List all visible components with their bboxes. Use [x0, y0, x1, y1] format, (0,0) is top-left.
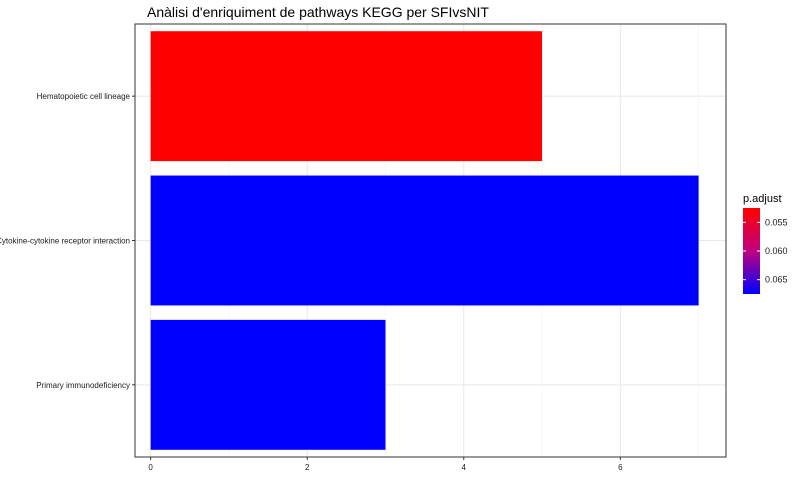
- x-axis: 0 2 4 6: [148, 457, 623, 472]
- y-axis: Hematopoietic cell lineage Cytokine-cytok…: [0, 92, 135, 390]
- bar: [150, 175, 699, 306]
- y-tick-label: Cytokine-cytokine receptor interaction: [0, 237, 130, 246]
- chart-title: Anàlisi d'enriquiment de pathways KEGG p…: [147, 4, 489, 20]
- legend: p.adjust 0.055 0.060 0.065: [743, 193, 788, 294]
- x-tick-label: 0: [148, 463, 153, 472]
- x-tick-label: 2: [305, 463, 310, 472]
- legend-title: p.adjust: [743, 193, 782, 205]
- legend-label: 0.055: [765, 217, 788, 227]
- legend-label: 0.060: [765, 246, 788, 256]
- x-tick-label: 4: [462, 463, 467, 472]
- x-tick-label: 6: [618, 463, 623, 472]
- plot-area: [134, 23, 727, 458]
- legend-colorbar: [743, 208, 760, 294]
- bar: [150, 31, 543, 162]
- legend-label: 0.065: [765, 275, 788, 285]
- y-tick-label: Primary immunodeficiency: [36, 381, 130, 390]
- bar: [150, 319, 386, 450]
- y-tick-label: Hematopoietic cell lineage: [37, 92, 131, 101]
